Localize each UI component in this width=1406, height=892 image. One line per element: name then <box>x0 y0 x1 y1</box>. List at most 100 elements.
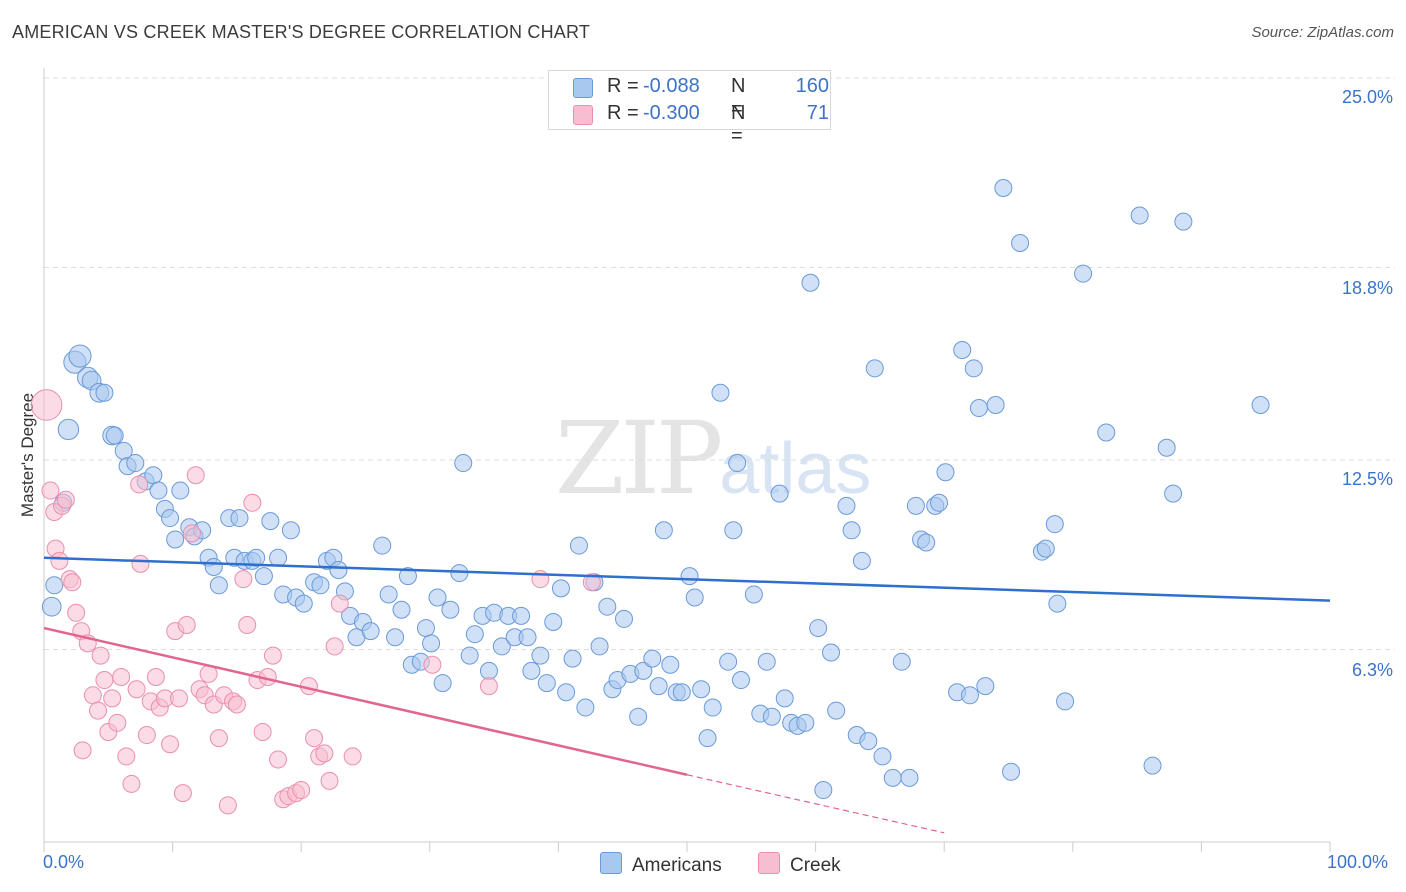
american-point <box>576 698 595 717</box>
american-point <box>518 628 537 647</box>
american-point <box>1097 423 1116 442</box>
american-point <box>1074 264 1093 283</box>
legend-item-creek[interactable]: Creek <box>758 852 841 877</box>
american-point <box>711 383 730 402</box>
watermark: ZIPatlas <box>555 400 871 517</box>
american-point <box>269 548 288 567</box>
american-point <box>1036 539 1055 558</box>
american-point <box>433 674 452 693</box>
source-label: Source: ZipAtlas.com <box>1251 24 1394 41</box>
american-point <box>762 707 781 726</box>
american-point <box>149 481 168 500</box>
r-value: -0.300 <box>643 102 700 124</box>
creek-point <box>41 481 60 500</box>
creek-swatch <box>758 852 780 874</box>
american-point <box>770 484 789 503</box>
american-point <box>1056 692 1075 711</box>
legend-item-americans[interactable]: Americans <box>600 852 722 877</box>
american-point <box>842 521 861 540</box>
creek-point <box>479 677 498 696</box>
american-point <box>590 637 609 656</box>
creek-point <box>263 646 282 665</box>
american-point <box>522 661 541 680</box>
american-point <box>1130 206 1149 225</box>
americans-swatch <box>573 78 593 98</box>
american-point <box>654 521 673 540</box>
american-point <box>551 579 570 598</box>
creek-point <box>103 689 122 708</box>
creek-point <box>161 735 180 754</box>
american-point <box>492 637 511 656</box>
american-point <box>634 661 653 680</box>
american-point <box>441 600 460 619</box>
american-point <box>557 683 576 702</box>
american-point <box>105 426 124 445</box>
american-point <box>629 707 648 726</box>
creek-point <box>112 667 131 686</box>
american-point <box>254 567 273 586</box>
american-point <box>724 521 743 540</box>
creek-point <box>73 741 92 760</box>
american-point <box>479 661 498 680</box>
american-point <box>732 671 751 690</box>
american-point <box>450 564 469 583</box>
creek-point <box>117 747 136 766</box>
x-tick-label: 100.0% <box>1327 852 1389 872</box>
american-point <box>329 561 348 580</box>
american-point <box>247 548 266 567</box>
american-point <box>698 729 717 748</box>
american-point <box>1157 438 1176 457</box>
american-point <box>757 652 776 671</box>
americans-swatch <box>600 852 622 874</box>
creek-trend-line <box>43 626 688 776</box>
watermark-zip: ZIP <box>555 400 723 517</box>
creek-point <box>146 667 165 686</box>
american-point <box>379 585 398 604</box>
american-point <box>531 646 550 665</box>
creek-point <box>131 554 150 573</box>
creek-point <box>325 637 344 656</box>
creek-swatch <box>573 105 593 125</box>
american-point <box>512 606 531 625</box>
american-point <box>598 597 617 616</box>
american-point <box>361 622 380 641</box>
american-point <box>837 496 856 515</box>
american-point <box>865 359 884 378</box>
american-point <box>1002 762 1021 781</box>
creek-point <box>50 551 69 570</box>
watermark-atlas: atlas <box>719 429 872 509</box>
american-point <box>692 680 711 699</box>
creek-point <box>63 573 82 592</box>
american-point <box>672 683 691 702</box>
american-point <box>166 530 185 549</box>
creek-point <box>315 744 334 763</box>
creek-point <box>243 493 262 512</box>
american-point <box>744 585 763 604</box>
american-point <box>68 344 92 368</box>
creek-point <box>423 655 442 674</box>
american-point <box>809 619 828 638</box>
american-point <box>422 634 441 653</box>
y-tick-label: 18.8% <box>1341 278 1393 298</box>
american-point <box>204 557 223 576</box>
american-point <box>416 619 435 638</box>
american-point <box>649 677 668 696</box>
creek-point <box>130 475 149 494</box>
american-point <box>994 179 1013 198</box>
creek-point <box>91 646 110 665</box>
legend-label-creek: Creek <box>790 855 841 876</box>
american-point <box>643 649 662 668</box>
american-point <box>386 628 405 647</box>
american-point <box>45 576 64 595</box>
american-point <box>454 454 473 473</box>
american-point <box>883 768 902 787</box>
creek-trend-extension <box>686 774 945 834</box>
american-point <box>976 677 995 696</box>
american-point <box>569 536 588 555</box>
r-label: R = <box>607 102 639 124</box>
american-point <box>428 588 447 607</box>
american-point <box>796 713 815 732</box>
creek-point <box>127 680 146 699</box>
creek-point <box>108 713 127 732</box>
